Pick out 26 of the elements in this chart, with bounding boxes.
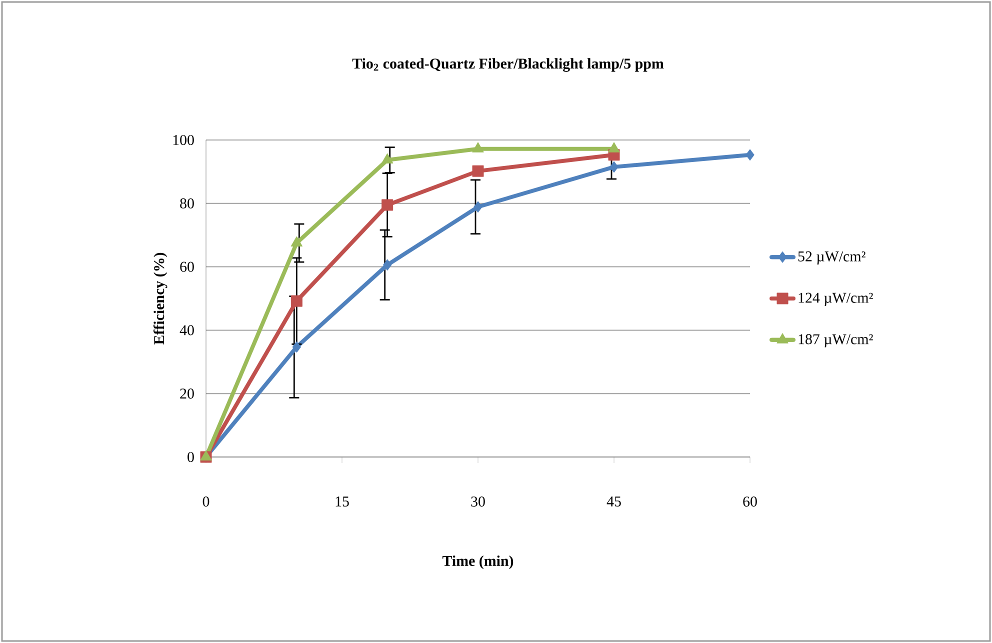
x-tick-label: 0 [202,496,210,507]
legend-label: 187 µW/cm² [798,334,873,348]
y-tick-label: 100 [173,134,194,146]
point [610,161,618,173]
y-tick-label: 20 [180,388,194,399]
y-axis-title: Efficiency (%) [153,252,168,345]
y-tick-label: 60 [180,262,194,272]
y-tick-label: 80 [180,198,194,208]
point [382,199,394,211]
legend-label: 52 µW/cm² [798,251,866,264]
point [746,149,754,161]
y-tick-label: 0 [188,452,194,462]
chart-title: Tio$_{2}$ coated-Quartz Fiber/Blacklight lamp/5 ppm [352,58,664,72]
point [474,201,482,213]
x-tick-label: 30 [471,496,485,507]
x-axis-title: Time (min) [442,555,514,569]
legend-label: 124 µW/cm² [798,292,873,306]
x-tick-label: 15 [336,496,349,507]
x-tick-label: 45 [606,496,621,506]
point [290,295,302,307]
x-tick-label: 60 [743,496,757,507]
point [472,165,484,177]
point [292,341,302,353]
y-tick-label: 40 [180,325,194,336]
point [382,259,392,271]
point [290,236,303,247]
